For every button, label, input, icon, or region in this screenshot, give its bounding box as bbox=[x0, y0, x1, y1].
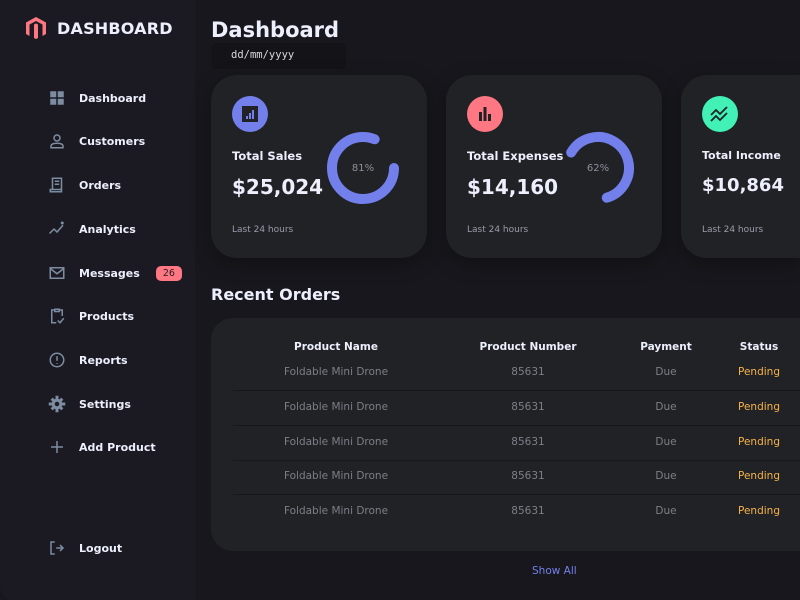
table-cell: 85631 bbox=[511, 505, 545, 518]
sidebar-item-label: Messages bbox=[79, 266, 140, 280]
column-header: Product Number bbox=[479, 341, 577, 353]
date-input[interactable]: dd/mm/yyyy bbox=[211, 43, 346, 69]
orders-table: Product Name Product Number Payment Status F… bbox=[211, 318, 800, 551]
table-cell: Due bbox=[655, 470, 677, 483]
table-cell: 85631 bbox=[511, 435, 545, 448]
card-subtitle: Last 24 hours bbox=[232, 225, 294, 235]
insights-icon bbox=[48, 221, 64, 235]
sidebar-item-orders[interactable]: Orders bbox=[48, 175, 121, 195]
messages-count-badge: 26 bbox=[155, 265, 182, 281]
progress-ring bbox=[562, 132, 634, 204]
sales-chart-icon bbox=[232, 96, 268, 132]
sidebar-item-customers[interactable]: Customers bbox=[48, 131, 145, 151]
sidebar-item-label: Orders bbox=[79, 178, 122, 192]
logout-button[interactable]: Logout bbox=[48, 538, 122, 558]
column-header: Payment bbox=[640, 341, 692, 353]
magento-logo-icon bbox=[26, 17, 46, 39]
gear-icon bbox=[48, 395, 66, 413]
progress-ring bbox=[327, 132, 399, 204]
brand-logo[interactable]: DASHBOARD bbox=[25, 16, 173, 40]
sidebar-item-label: Products bbox=[79, 309, 135, 323]
alert-circle-icon bbox=[49, 352, 65, 368]
status-badge: Pending bbox=[738, 505, 780, 518]
plus-icon bbox=[51, 441, 63, 453]
card-title: Total Income bbox=[702, 149, 781, 162]
mail-icon bbox=[49, 267, 65, 279]
status-badge: Pending bbox=[738, 435, 780, 448]
table-cell: Due bbox=[655, 435, 677, 448]
recent-orders-title: Recent Orders bbox=[211, 285, 341, 304]
logout-label: Logout bbox=[79, 541, 123, 555]
status-badge: Pending bbox=[738, 400, 780, 413]
row-divider bbox=[233, 424, 800, 426]
card-title: Total Expenses bbox=[467, 149, 564, 163]
progress-ring-arc bbox=[327, 132, 399, 204]
row-divider bbox=[233, 390, 800, 391]
page-title: Dashboard bbox=[211, 18, 340, 42]
sidebar-item-label: Analytics bbox=[79, 222, 136, 236]
sidebar: DASHBOARD Dashboard Customers Orders Analyt… bbox=[0, 0, 195, 600]
table-cell: Due bbox=[655, 505, 677, 518]
card-value: $10,864 bbox=[702, 175, 784, 196]
sidebar-item-analytics[interactable]: Analytics bbox=[48, 219, 136, 239]
table-cell: 85631 bbox=[511, 366, 545, 378]
row-divider bbox=[233, 494, 800, 496]
sidebar-item-settings[interactable]: Settings bbox=[48, 394, 131, 414]
card-total-expenses: Total Expenses $14,160 Last 24 hours 62% bbox=[446, 75, 662, 258]
sidebar-item-label: Dashboard bbox=[79, 91, 147, 105]
card-value: $25,024 bbox=[232, 175, 324, 199]
receipt-icon bbox=[49, 177, 63, 193]
clipboard-check-icon bbox=[51, 308, 65, 324]
card-value: $14,160 bbox=[467, 175, 559, 199]
table-cell: 85631 bbox=[511, 400, 545, 413]
sidebar-item-reports[interactable]: Reports bbox=[48, 350, 128, 370]
status-badge: Pending bbox=[738, 470, 780, 483]
sidebar-item-add-product[interactable]: Add Product bbox=[48, 437, 156, 457]
table-cell: Foldable Mini Drone bbox=[283, 505, 389, 518]
person-icon bbox=[50, 134, 64, 149]
table-cell: 85631 bbox=[511, 470, 545, 483]
card-title: Total Sales bbox=[232, 149, 303, 163]
income-trend-icon bbox=[702, 96, 738, 132]
column-header: Status bbox=[739, 341, 779, 353]
card-subtitle: Last 24 hours bbox=[467, 225, 529, 235]
table-cell: Foldable Mini Drone bbox=[283, 470, 389, 483]
sidebar-item-messages[interactable]: Messages 26 bbox=[48, 263, 182, 283]
expenses-bar-chart-icon bbox=[467, 96, 503, 132]
progress-percent: 62% bbox=[586, 162, 610, 174]
sidebar-item-label: Customers bbox=[79, 134, 146, 148]
row-divider bbox=[233, 459, 800, 461]
sidebar-item-dashboard[interactable]: Dashboard bbox=[48, 88, 146, 108]
grid-icon bbox=[50, 91, 64, 105]
progress-percent: 81% bbox=[351, 162, 375, 174]
table-cell: Due bbox=[655, 400, 677, 413]
sidebar-item-label: Reports bbox=[79, 353, 128, 367]
table-cell: Foldable Mini Drone bbox=[283, 366, 389, 378]
sidebar-item-label: Add Product bbox=[79, 440, 156, 454]
table-cell: Foldable Mini Drone bbox=[283, 435, 389, 448]
logout-icon bbox=[50, 541, 65, 555]
column-header: Product Name bbox=[294, 341, 378, 353]
sidebar-item-label: Settings bbox=[79, 397, 131, 411]
table-cell: Due bbox=[655, 366, 677, 378]
card-total-sales: Total Sales $25,024 Last 24 hours 81% bbox=[211, 75, 427, 258]
progress-ring-arc bbox=[562, 132, 634, 204]
status-badge: Pending bbox=[738, 366, 780, 378]
brand-name: DASHBOARD bbox=[57, 18, 173, 38]
sidebar-item-products[interactable]: Products bbox=[48, 306, 134, 326]
card-subtitle: Last 24 hours bbox=[702, 225, 764, 235]
card-total-income: Total Income $10,864 Last 24 hours bbox=[681, 75, 800, 258]
table-cell: Foldable Mini Drone bbox=[283, 400, 389, 413]
show-all-link[interactable]: Show All bbox=[532, 565, 577, 577]
